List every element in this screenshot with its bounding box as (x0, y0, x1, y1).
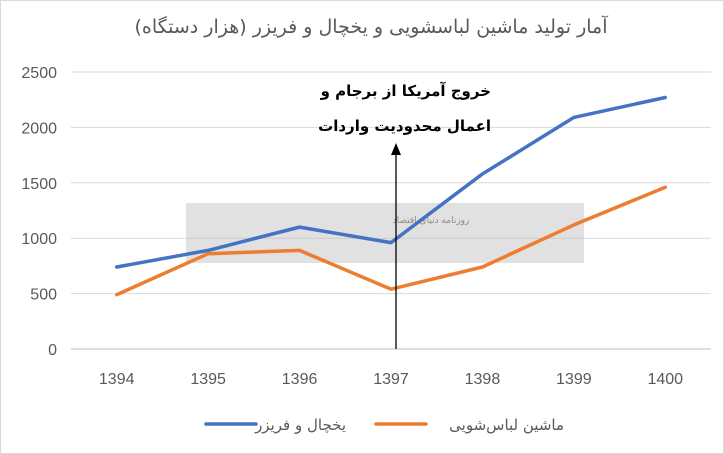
grid-lines (71, 71, 711, 350)
x-tick-label: 1397 (373, 371, 409, 388)
y-tick-label: 1500 (21, 176, 57, 193)
x-tick-label: 1398 (465, 371, 501, 388)
annotation-arrowhead (391, 143, 401, 155)
x-tick-label: 1399 (556, 371, 592, 388)
x-tick-label: 1396 (282, 371, 318, 388)
annotation-line-1: خروج آمریکا از برجام و (320, 82, 491, 100)
legend-label-fridge: یخچال و فریزر (254, 416, 346, 434)
x-tick-label: 1400 (647, 371, 683, 388)
chart-title: آمار تولید ماشین لباسشویی و یخچال و فریز… (135, 14, 609, 38)
y-tick-label: 1000 (21, 231, 57, 248)
watermark-text: روزنامه دنیای اقتصاد (393, 216, 470, 226)
legend: یخچال و فریزر ماشین لباس‌شویی (204, 416, 564, 434)
legend-label-washer: ماشین لباس‌شویی (449, 416, 564, 434)
y-tick-label: 0 (48, 342, 57, 359)
y-tick-label: 2500 (21, 65, 57, 82)
x-tick-label: 1394 (99, 371, 135, 388)
series-lines (114, 95, 668, 297)
y-tick-label: 500 (30, 287, 57, 304)
annotation: خروج آمریکا از برجام و اعمال محدودیت وار… (318, 82, 491, 349)
y-tick-label: 2000 (21, 120, 57, 137)
annotation-line-2: اعمال محدودیت واردات (318, 117, 491, 135)
x-tick-label: 1395 (190, 371, 226, 388)
x-axis-ticks: 1394 1395 1396 1397 1398 1399 1400 (99, 371, 683, 388)
y-axis-ticks: 0 500 1000 1500 2000 2500 (21, 65, 57, 359)
